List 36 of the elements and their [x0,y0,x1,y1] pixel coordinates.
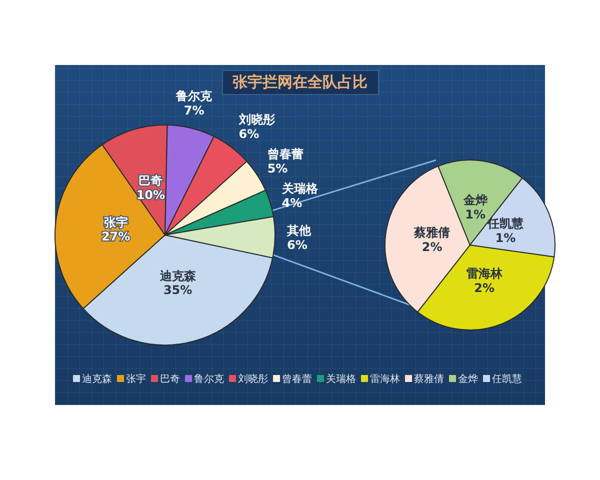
data-label: 1% [495,231,516,246]
slice-label: 巴奇 [138,174,163,188]
legend-label: 雷海林 [369,374,400,385]
category-label: 蔡雅倩 [414,374,444,385]
slice-label: 迪克森 [158,268,197,283]
legend-label: 张宇 [125,374,146,385]
slice-label: 金烨 [462,193,488,208]
data-label: 27% [101,230,130,244]
data-label: 2% [422,240,442,254]
slice-label: 关瑞格 [280,182,319,196]
data-label: 4% [282,196,302,210]
slice-label: 蔡雅倩 [413,226,450,240]
slice-label: 雷海林 [466,266,504,280]
data-label: 35% [163,283,192,298]
legend-label: 任凯慧 [491,374,522,385]
data-label: 2% [474,280,495,295]
data-label: 1% [465,208,486,222]
slice-label: 张宇 [104,215,128,230]
slice-label: 曾春蕾 [267,146,304,161]
legend-label: 鲁尔克 [193,374,224,385]
legend-label: 迪克森 [81,374,112,385]
data-label: 7% [184,103,204,118]
data-label: 6% [286,238,308,252]
slice-label: 刘晓彤 [238,112,276,127]
legend-label: 金烨 [457,374,478,385]
legend-label: 关瑞格 [325,374,356,385]
data-label: 5% [267,161,288,176]
slice-label: 任凯慧 [486,216,524,231]
legend-label: 曾春蕾 [281,374,312,385]
chart-title: 张宇拦网在全队占比 [222,70,378,95]
slice-label: 其他 [286,224,312,238]
data-label: 10% [136,188,166,202]
legend-label: 巴奇 [159,374,180,385]
data-label: 6% [238,127,260,142]
legend-label: 刘晓彤 [237,374,268,385]
slice-label: 鲁尔克 [175,88,214,103]
